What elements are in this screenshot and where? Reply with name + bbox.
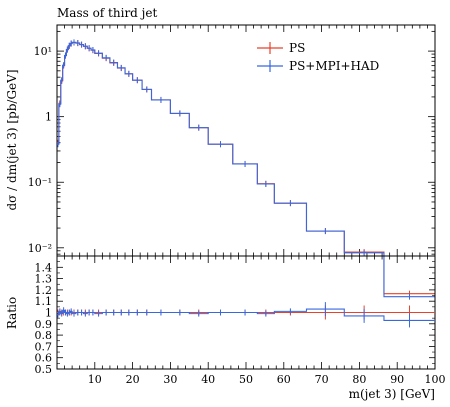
x-axis-label: m(jet 3) [GeV] [349, 387, 435, 401]
y-tick-label: 10⁻² [28, 242, 52, 255]
x-tick-label: 20 [126, 373, 140, 386]
ratio-plot: 10 20 30 40 50 60 70 80 90 100 0.50.60.70.80.911.1… [35, 255, 446, 386]
x-tick-label: 50 [239, 373, 253, 386]
ratio-y-tick-label: 0.9 [35, 318, 53, 331]
x-tick-label: 90 [390, 373, 404, 386]
legend: PS PS+MPI+HAD [257, 41, 379, 73]
x-tick-label: 100 [425, 373, 446, 386]
legend-label: PS [289, 41, 305, 55]
chart-title: Mass of third jet [57, 6, 158, 20]
main-plot: 10⁻² 10⁻¹ 1 10¹ [28, 24, 436, 369]
y-tick-label: 10¹ [34, 45, 52, 58]
y-axis-label: dσ / dm(jet 3) [pb/GeV] [5, 70, 19, 211]
ratio-y-tick-label: 0.7 [35, 340, 53, 353]
ratio-y-tick-label: 0.6 [35, 352, 53, 365]
x-tick-label: 60 [277, 373, 291, 386]
x-tick-label: 80 [352, 373, 366, 386]
ratio-y-tick-label: 1.1 [35, 295, 53, 308]
y-tick-label: 10⁻¹ [28, 176, 52, 189]
ratio-y-tick-label: 0.8 [35, 329, 53, 342]
x-tick-label: 30 [163, 373, 177, 386]
y-tick-label: 1 [45, 111, 52, 124]
ratio-axis-label: Ratio [5, 297, 19, 329]
ratio-y-tick-label: 1.3 [35, 273, 53, 286]
ratio-y-tick-label: 1.2 [35, 284, 53, 297]
ratio-y-tick-label: 1.4 [35, 261, 53, 274]
legend-label: PS+MPI+HAD [289, 59, 379, 73]
ratio-y-tick-label: 1 [45, 307, 52, 320]
x-tick-label: 70 [315, 373, 329, 386]
x-tick-label: 10 [88, 373, 102, 386]
x-tick-label: 40 [201, 373, 215, 386]
ratio-y-tick-label: 0.5 [35, 363, 53, 376]
